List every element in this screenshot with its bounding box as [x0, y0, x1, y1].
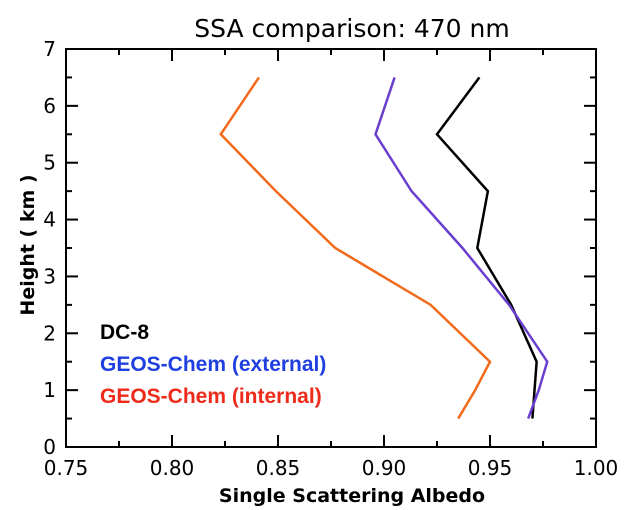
plot-area: 0.75 0.80 0.85 0.90 0.95 1.00 0 1 2 3 4 5 6 7	[43, 37, 618, 480]
y-axis-title: Height ( km )	[17, 174, 39, 315]
y-tick-label: 3	[43, 264, 56, 288]
y-tick-label: 1	[43, 378, 56, 402]
y-tick-label: 4	[43, 208, 56, 232]
y-tick-label: 6	[43, 94, 56, 118]
y-tick-label: 2	[43, 321, 56, 345]
series-line-2	[374, 77, 549, 420]
y-tick-label: 5	[43, 151, 56, 175]
legend: DC-8 GEOS-Chem (external) GEOS-Chem (inter…	[100, 321, 326, 408]
y-tick-label: 7	[43, 37, 56, 61]
series-line-3	[219, 76, 492, 420]
x-tick-label: 0.90	[362, 456, 407, 480]
x-tick-label: 0.80	[150, 456, 195, 480]
series-line-1	[435, 76, 538, 419]
x-tick-label: 0.95	[468, 456, 513, 480]
legend-label-2: GEOS-Chem (external)	[100, 353, 326, 376]
x-tick-label: 1.00	[574, 456, 619, 480]
x-tick-label: 0.85	[256, 456, 301, 480]
legend-label-1: DC-8	[100, 321, 149, 344]
chart-title: SSA comparison: 470 nm	[194, 14, 509, 43]
x-axis-title: Single Scattering Albedo	[219, 485, 485, 507]
legend-label-3: GEOS-Chem (internal)	[100, 385, 322, 408]
x-tick-label: 0.75	[44, 456, 89, 480]
y-tick-label: 0	[43, 435, 56, 459]
